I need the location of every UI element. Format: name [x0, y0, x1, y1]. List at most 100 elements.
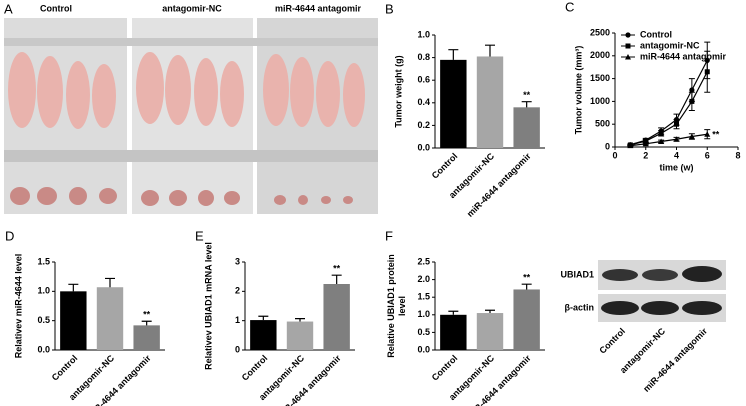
significance: **: [523, 90, 531, 100]
error-bar: [331, 274, 342, 284]
band-label: β-actin: [565, 302, 595, 312]
bar: [440, 59, 467, 148]
y-tick-label: 1.0: [37, 286, 50, 296]
x-tick-label: 4: [674, 150, 679, 160]
significance: **: [143, 310, 151, 320]
bar: [60, 291, 87, 350]
panel-letter: C: [565, 0, 574, 14]
y-tick-label: 0.8: [417, 52, 430, 62]
bar: [286, 321, 314, 350]
significance: **: [523, 273, 531, 283]
y-axis-label: Tumor volume (mm³): [573, 46, 583, 135]
series-line: [630, 71, 708, 146]
x-tick-label: 2: [643, 150, 648, 160]
y-tick-label: 1.0: [417, 309, 430, 319]
y-axis-label: Relativev miR-4644 level: [13, 254, 23, 359]
x-tick-label: 6: [705, 150, 710, 160]
x-tick-label: Control: [240, 353, 270, 383]
error-bar: [485, 309, 495, 314]
panel-letter: F: [385, 228, 393, 243]
bar: [96, 287, 124, 350]
bar: [476, 56, 504, 148]
marker: [658, 138, 665, 145]
legend-marker: [625, 43, 631, 49]
photo: [4, 18, 378, 214]
y-tick-label: 1.5: [37, 256, 50, 266]
band-label: UBIAD1: [560, 269, 594, 279]
panel-letter: B: [385, 1, 394, 16]
y-tick-label: 0.4: [417, 97, 430, 107]
error-bar: [141, 320, 152, 326]
y-axis-label: level: [397, 296, 407, 316]
y-tick-label: 2.0: [417, 274, 430, 284]
blot-image: [598, 260, 726, 322]
series-line: [630, 133, 708, 147]
bar: [323, 284, 350, 350]
legend-label: miR-4644 antagomir: [640, 51, 727, 61]
error-bar: [521, 101, 532, 108]
y-tick-label: 2.5: [417, 256, 430, 266]
y-tick-label: 1: [235, 315, 240, 325]
y-tick-label: 2: [235, 286, 240, 296]
error-bar: [258, 315, 269, 321]
error-bar: [448, 310, 459, 315]
y-tick-label: 1.5: [417, 292, 430, 302]
panel-letter: D: [5, 228, 14, 243]
x-tick-label: 0: [612, 150, 617, 160]
y-tick-label: 2000: [590, 50, 610, 60]
error-bar: [105, 277, 115, 288]
y-tick-label: 0.6: [417, 75, 430, 85]
marker: [674, 121, 679, 127]
x-tick-label: Control: [430, 151, 460, 181]
y-axis-label: Relativev UBIAD1 mRNA level: [203, 242, 213, 370]
bar: [133, 325, 160, 350]
legend-label: antagomir-NC: [640, 40, 700, 50]
y-tick-label: 0.0: [417, 142, 430, 152]
y-tick-label: 0.5: [417, 327, 430, 337]
y-tick-label: 0: [235, 344, 240, 354]
marker: [689, 98, 695, 104]
bar: [476, 313, 504, 350]
marker: [658, 130, 664, 136]
x-axis-label: time (w): [659, 162, 693, 172]
legend-label: Control: [640, 29, 672, 39]
y-axis-label: Tumor weight (g): [393, 55, 403, 127]
lane-label: Control: [597, 326, 627, 356]
bar: [513, 289, 540, 350]
significance: **: [712, 130, 720, 140]
marker: [673, 136, 680, 142]
panel-letter: E: [195, 228, 204, 243]
marker: [688, 133, 695, 140]
y-tick-label: 0.5: [37, 315, 50, 325]
legend-marker: [625, 54, 631, 60]
y-axis-label: Relative UBIAD1 protein: [386, 254, 396, 358]
bar: [513, 107, 540, 148]
y-tick-label: 500: [595, 119, 610, 129]
marker: [689, 87, 695, 93]
error-bar: [521, 283, 532, 290]
bar: [440, 314, 467, 350]
error-bar: [295, 318, 305, 322]
group-label: miR-4644 antagomir: [275, 3, 362, 13]
y-tick-label: 0.0: [417, 344, 430, 354]
marker: [704, 69, 710, 75]
y-tick-label: 1.0: [417, 29, 430, 39]
y-tick-label: 1000: [590, 96, 610, 106]
y-tick-label: 2500: [590, 27, 610, 37]
error-bar: [448, 49, 459, 60]
x-tick-label: Control: [50, 353, 80, 383]
panel-letter: A: [4, 1, 13, 16]
x-tick-label: Control: [430, 353, 460, 383]
significance: **: [333, 264, 341, 274]
bar: [250, 320, 277, 350]
y-tick-label: 0: [605, 141, 610, 151]
y-tick-label: 1500: [590, 73, 610, 83]
marker: [704, 131, 711, 137]
marker: [627, 142, 634, 149]
series-line: [630, 60, 708, 146]
x-tick-label: miR-4644 antagomir: [465, 151, 533, 219]
group-label: Control: [40, 3, 72, 13]
error-bar: [485, 44, 495, 57]
y-tick-label: 0.2: [417, 120, 430, 130]
